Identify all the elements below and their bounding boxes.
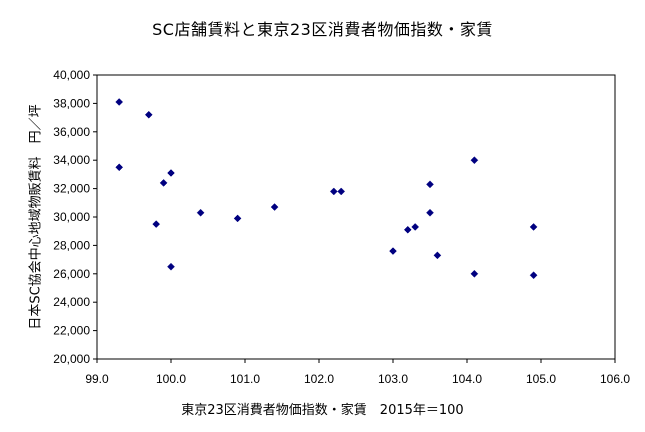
x-tick-label: 106.0	[600, 372, 630, 386]
y-tick-label: 32,000	[53, 182, 90, 196]
data-point	[426, 208, 434, 217]
y-tick-label: 20,000	[53, 352, 90, 366]
chart-title: SC店舗賃料と東京23区消費者物価指数・家賃	[152, 20, 493, 39]
data-points	[115, 98, 538, 280]
data-point	[196, 208, 205, 217]
data-point	[433, 251, 442, 260]
x-tick-label: 101.0	[230, 372, 260, 386]
data-point	[115, 98, 124, 106]
x-tick-label: 100.0	[156, 372, 186, 386]
data-point	[529, 271, 538, 280]
data-point	[426, 180, 434, 189]
data-point	[389, 247, 397, 255]
plot-area	[96, 74, 616, 360]
y-tick-label: 40,000	[53, 68, 90, 82]
x-tick-label: 103.0	[378, 372, 408, 386]
y-tick-label: 30,000	[53, 210, 90, 224]
data-point	[529, 223, 538, 231]
data-point	[233, 214, 242, 223]
y-axis: 20,000 22,000 24,000 26,000 28,000 30,000 32,0…	[53, 68, 97, 366]
data-point	[152, 220, 161, 228]
data-point	[403, 225, 412, 234]
x-tick-label: 104.0	[452, 372, 482, 386]
x-tick-label: 105.0	[526, 372, 556, 386]
data-point	[411, 223, 420, 231]
data-point	[470, 269, 479, 278]
y-tick-label: 22,000	[53, 324, 90, 338]
data-point	[159, 179, 168, 187]
data-point	[115, 163, 124, 172]
data-point	[167, 262, 175, 271]
y-axis-label: 日本SC協会中心地域物販賃料 円／坪	[28, 104, 44, 330]
y-tick-label: 24,000	[53, 295, 90, 309]
data-point	[337, 187, 346, 196]
x-axis-label: 東京23区消費者物価指数・家賃 2015年＝100	[181, 403, 464, 418]
y-tick-label: 28,000	[53, 238, 90, 252]
x-tick-label: 99.0	[85, 372, 109, 386]
data-point	[167, 169, 175, 177]
x-axis: 99.0 100.0 101.0 102.0 103.0 104.0 105.0 106.0	[85, 359, 630, 386]
data-point	[270, 203, 279, 211]
y-tick-label: 38,000	[53, 96, 90, 110]
y-tick-label: 36,000	[53, 125, 90, 139]
data-point	[144, 110, 153, 119]
y-tick-label: 26,000	[53, 267, 90, 281]
data-point	[329, 187, 338, 196]
x-tick-label: 102.0	[304, 372, 334, 386]
y-tick-label: 34,000	[53, 153, 90, 167]
data-point	[470, 156, 479, 165]
